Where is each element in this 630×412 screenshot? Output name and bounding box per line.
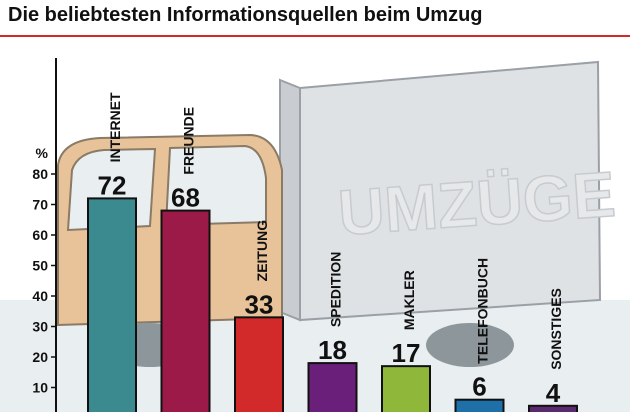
bar-value-label: 6 (472, 372, 486, 402)
bar (528, 404, 578, 412)
bar-value-label: 68 (171, 183, 200, 213)
chart-title: Die beliebtesten Informationsquellen bei… (8, 4, 483, 26)
bar-labels: 72 INTERNET 68 FREUNDE 33 ZEITUNG 18 SPEDITION 1… (98, 92, 564, 408)
bar-value-label: 33 (245, 289, 274, 319)
bars (87, 197, 578, 412)
bar-value-label: 4 (546, 378, 561, 408)
y-tick-label: 60 (32, 227, 48, 243)
truck-wheel-rear (426, 323, 514, 367)
y-tick-label: 80 (32, 166, 48, 182)
y-tick-label: 40 (32, 288, 48, 304)
bar-value-label: 72 (98, 170, 127, 200)
title-divider (0, 35, 630, 37)
bar-value-label: 18 (318, 335, 347, 365)
category-label: ZEITUNG (254, 220, 270, 282)
category-label: TELEFONBUCH (475, 258, 491, 364)
y-tick-label: 10 (32, 380, 48, 396)
bar (307, 362, 358, 412)
bar (160, 209, 211, 412)
category-label: SONSTIGES (548, 288, 564, 370)
bar-value-label: 17 (392, 338, 421, 368)
bar (234, 316, 284, 412)
moving-truck-illustration: UMZÜGE (0, 60, 630, 412)
y-tick-label: 50 (32, 258, 48, 274)
y-tick-label: 0 (40, 410, 48, 412)
y-axis-unit: % (36, 145, 49, 161)
category-label: FREUNDE (181, 107, 197, 175)
y-tick-label: 30 (32, 319, 48, 335)
category-label: SPEDITION (328, 252, 344, 327)
truck-window-right (164, 144, 267, 227)
y-axis: 0 10 20 30 40 50 60 70 80% (32, 58, 57, 412)
y-tick-label: 20 (32, 349, 48, 365)
bar (87, 197, 137, 412)
category-label: MAKLER (401, 270, 417, 330)
y-tick-label: 70 (32, 197, 48, 213)
category-label: INTERNET (107, 92, 123, 162)
bar (454, 398, 505, 412)
bar (381, 365, 431, 412)
